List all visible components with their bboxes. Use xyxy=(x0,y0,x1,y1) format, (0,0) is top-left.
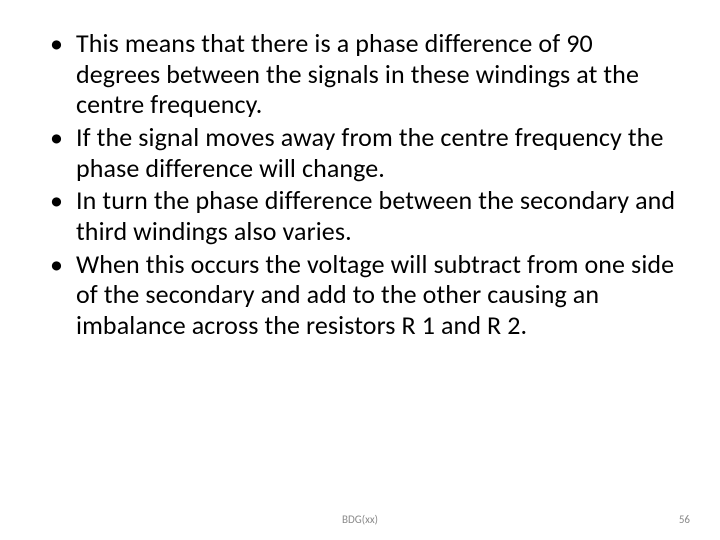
bullet-list: This means that there is a phase differe… xyxy=(44,28,676,341)
list-item: If the signal moves away from the centre… xyxy=(44,122,676,183)
list-item: This means that there is a phase differe… xyxy=(44,28,676,120)
bullet-text: If the signal moves away from the centre… xyxy=(76,121,663,184)
bullet-text: In turn the phase difference between the… xyxy=(76,184,675,247)
page-number: 56 xyxy=(679,513,690,526)
bullet-text: This means that there is a phase differe… xyxy=(76,27,639,120)
slide: This means that there is a phase differe… xyxy=(0,0,720,540)
bullet-text: When this occurs the voltage will subtra… xyxy=(76,248,674,341)
list-item: In turn the phase difference between the… xyxy=(44,185,676,246)
footer-center: BDG(xx) xyxy=(342,513,378,526)
list-item: When this occurs the voltage will subtra… xyxy=(44,249,676,341)
